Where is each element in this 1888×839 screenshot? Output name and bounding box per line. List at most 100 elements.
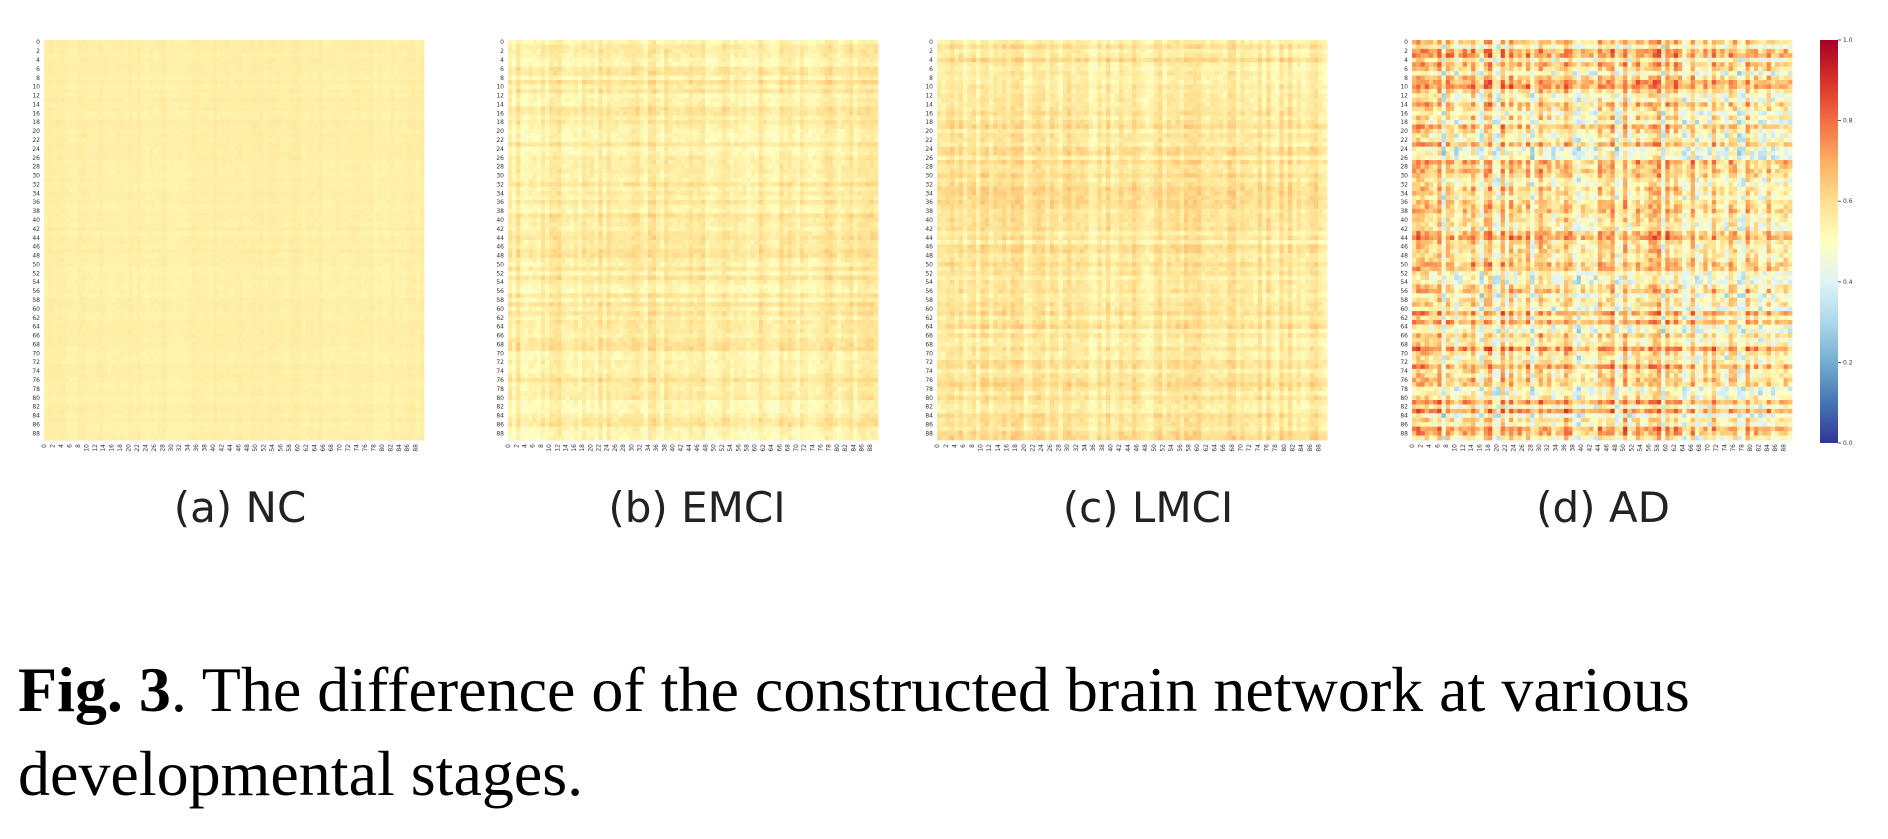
y-tick-label: 50: [1400, 261, 1408, 268]
x-tick-label: 64: [1212, 444, 1219, 452]
x-tick-label: 50: [252, 444, 259, 452]
y-tick-label: 24: [496, 146, 504, 153]
y-tick-label: 46: [32, 244, 40, 251]
y-tick-label: 50: [496, 261, 504, 268]
y-tick-label: 74: [32, 368, 40, 375]
x-tick-label: 52: [719, 444, 726, 452]
x-tick-label: 82: [387, 444, 394, 452]
x-tick-label: 74: [1722, 444, 1729, 452]
x-tick-label: 88: [1781, 444, 1788, 452]
x-tick-label: 52: [1160, 444, 1167, 452]
y-tick-label: 72: [925, 359, 933, 366]
x-tick-label: 60: [1662, 444, 1669, 452]
y-tick-label: 80: [496, 395, 504, 402]
y-tick-label: 22: [32, 137, 40, 144]
y-tick-label: 46: [496, 244, 504, 251]
y-tick-label: 80: [32, 395, 40, 402]
y-tick-label: 82: [925, 404, 933, 411]
y-tick-label: 24: [925, 146, 933, 153]
y-tick-label: 14: [1400, 101, 1408, 108]
x-tick-label: 22: [1030, 444, 1037, 452]
x-tick-label: 84: [396, 444, 403, 452]
y-tick-label: 20: [1400, 128, 1408, 135]
y-tick-label: 0: [36, 39, 40, 46]
y-tick-label: 48: [1400, 253, 1408, 260]
x-tick-label: 78: [826, 444, 833, 452]
y-tick-label: 48: [32, 253, 40, 260]
y-tick-label: 62: [1400, 315, 1408, 322]
y-tick-label: 36: [925, 199, 933, 206]
x-tick-label: 70: [1238, 444, 1245, 452]
y-tick-label: 16: [925, 110, 933, 117]
x-tick-label: 42: [1586, 444, 1593, 452]
x-tick-label: 40: [210, 444, 217, 452]
y-tick-label: 52: [1400, 270, 1408, 277]
y-tick-label: 44: [496, 235, 504, 242]
y-tick-label: 14: [32, 101, 40, 108]
x-tick-label: 56: [278, 444, 285, 452]
y-tick-label: 82: [496, 404, 504, 411]
x-tick-label: 68: [328, 444, 335, 452]
y-tick-label: 88: [1400, 430, 1408, 437]
x-tick-label: 70: [1705, 444, 1712, 452]
y-tick-label: 58: [1400, 297, 1408, 304]
x-tick-label: 0: [41, 444, 48, 448]
panel-label: (d) AD: [1536, 483, 1670, 532]
y-tick-label: 64: [925, 324, 933, 331]
y-tick-label: 36: [1400, 199, 1408, 206]
y-tick-label: 52: [925, 270, 933, 277]
x-tick-label: 66: [1220, 444, 1227, 452]
x-tick-label: 26: [1047, 444, 1054, 452]
y-tick-label: 86: [32, 421, 40, 428]
y-tick-label: 24: [1400, 146, 1408, 153]
y-tick-label: 52: [496, 270, 504, 277]
x-tick-label: 42: [1116, 444, 1123, 452]
y-tick-label: 2: [1404, 48, 1408, 55]
y-tick-label: 48: [496, 253, 504, 260]
x-tick-label: 74: [354, 444, 361, 452]
y-tick-label: 32: [32, 181, 40, 188]
x-tick-label: 56: [1646, 444, 1653, 452]
x-tick-label: 2: [513, 444, 520, 448]
y-tick-label: 80: [925, 395, 933, 402]
x-tick-label: 82: [842, 444, 849, 452]
x-tick-label: 10: [83, 444, 90, 452]
y-tick-label: 6: [500, 66, 504, 73]
y-tick-label: 8: [1404, 75, 1408, 82]
y-tick-label: 74: [1400, 368, 1408, 375]
y-tick-label: 70: [496, 350, 504, 357]
x-tick-label: 28: [620, 444, 627, 452]
x-tick-label: 16: [109, 444, 116, 452]
y-tick-label: 78: [1400, 386, 1408, 393]
x-tick-label: 20: [126, 444, 133, 452]
colorbar-tick-label: 0.2: [1843, 359, 1853, 366]
y-tick-label: 8: [500, 75, 504, 82]
y-tick-label: 78: [496, 386, 504, 393]
colorbar-tick-label: 0.4: [1843, 279, 1853, 286]
y-tick-label: 14: [496, 101, 504, 108]
x-tick-label: 52: [1629, 444, 1636, 452]
y-tick-label: 86: [1400, 421, 1408, 428]
x-tick-label: 18: [1012, 444, 1019, 452]
x-tick-label: 74: [809, 444, 816, 452]
y-tick-label: 42: [32, 226, 40, 233]
y-tick-label: 0: [929, 39, 933, 46]
y-tick-label: 64: [1400, 324, 1408, 331]
heatmap-panel: 0022446688101012121414161618182020222224…: [496, 39, 879, 532]
x-tick-label: 30: [168, 444, 175, 452]
colorbar-tick-label: 0.6: [1843, 198, 1853, 205]
y-tick-label: 46: [925, 244, 933, 251]
y-tick-label: 56: [1400, 288, 1408, 295]
x-tick-label: 4: [522, 444, 529, 448]
x-tick-label: 68: [785, 444, 792, 452]
y-tick-label: 62: [32, 315, 40, 322]
x-tick-label: 76: [1264, 444, 1271, 452]
x-tick-label: 12: [1460, 444, 1467, 452]
y-tick-label: 18: [1400, 119, 1408, 126]
x-tick-label: 18: [579, 444, 586, 452]
x-tick-label: 78: [1738, 444, 1745, 452]
x-tick-label: 32: [176, 444, 183, 452]
x-tick-label: 70: [793, 444, 800, 452]
x-tick-label: 12: [92, 444, 99, 452]
x-tick-label: 84: [1764, 444, 1771, 452]
